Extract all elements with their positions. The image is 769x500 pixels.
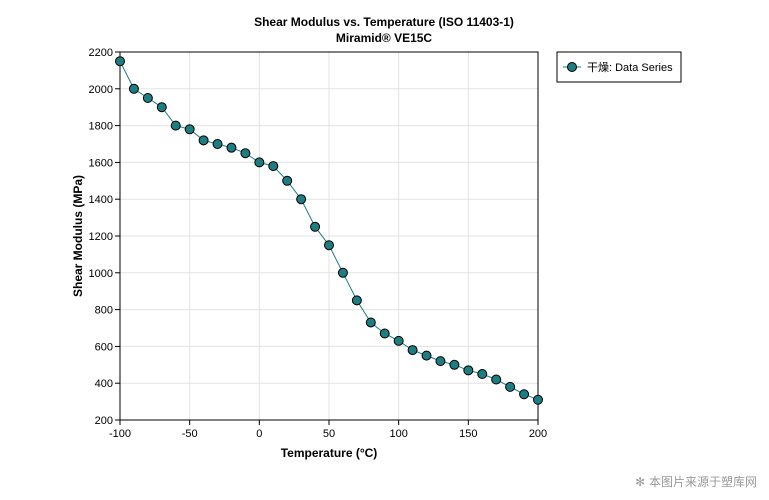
data-point xyxy=(519,389,530,400)
x-tick-label: 100 xyxy=(389,428,407,440)
legend: 干燥: Data Series xyxy=(556,51,682,83)
y-tick-label: 200 xyxy=(95,415,113,427)
watermark-text: 本图片来源于塑库网 xyxy=(648,475,757,489)
data-point xyxy=(491,374,502,385)
y-tick-label: 600 xyxy=(95,341,113,353)
data-point xyxy=(533,394,543,405)
x-tick-label: -50 xyxy=(182,428,198,440)
data-point xyxy=(170,120,181,131)
x-tick-label: 200 xyxy=(529,428,547,440)
y-tick-label: 1800 xyxy=(89,121,113,133)
y-tick-label: 400 xyxy=(95,378,113,390)
data-point xyxy=(226,142,237,153)
data-point xyxy=(463,365,474,376)
y-tick-label: 1200 xyxy=(89,231,113,243)
data-point xyxy=(142,93,153,103)
y-tick-label: 1000 xyxy=(89,268,113,280)
chart-subtitle: Miramid® VE15C xyxy=(336,31,433,45)
data-point xyxy=(212,139,223,149)
data-point xyxy=(296,194,307,205)
data-point xyxy=(115,56,125,67)
data-point xyxy=(254,157,265,168)
data-point xyxy=(379,328,390,339)
data-point xyxy=(240,148,251,159)
data-point xyxy=(268,161,279,172)
asterisk-icon: ✻ xyxy=(635,475,646,489)
data-point xyxy=(421,350,432,361)
data-point xyxy=(477,369,488,379)
x-tick-label: 50 xyxy=(323,428,335,440)
data-point xyxy=(505,381,516,392)
data-point xyxy=(407,345,418,356)
chart-title: Shear Modulus vs. Temperature (ISO 11403… xyxy=(254,15,514,29)
data-point xyxy=(365,317,376,328)
data-point xyxy=(128,83,139,94)
y-tick-label: 2200 xyxy=(89,47,113,59)
y-tick-label: 1600 xyxy=(89,157,113,169)
data-point xyxy=(393,335,404,346)
x-tick-label: -100 xyxy=(109,428,131,440)
data-point xyxy=(449,359,460,370)
legend-entry-label: 干燥: Data Series xyxy=(587,61,673,74)
data-point xyxy=(351,295,362,306)
axis-ticks: -100 -50 0 50 100 150 200 200 400 600 800 1000 1200 1… xyxy=(89,47,548,440)
data-point xyxy=(324,240,334,251)
y-tick-label: 2000 xyxy=(89,84,113,96)
data-point xyxy=(184,124,195,135)
grid xyxy=(120,52,538,420)
x-tick-label: 0 xyxy=(256,428,262,440)
x-axis-title: Temperature (°C) xyxy=(281,446,378,460)
watermark: ✻ 本图片来源于塑库网 xyxy=(635,473,757,490)
data-point xyxy=(282,175,293,186)
data-point xyxy=(337,267,348,278)
y-axis-title: Shear Modulus (MPa) xyxy=(71,175,85,297)
y-tick-label: 1400 xyxy=(89,194,113,206)
data-point xyxy=(310,221,321,232)
legend-marker xyxy=(567,62,577,72)
data-point xyxy=(198,135,209,146)
y-tick-label: 800 xyxy=(95,305,113,317)
data-point xyxy=(156,102,167,113)
series xyxy=(115,56,543,405)
data-point xyxy=(435,356,446,367)
x-tick-label: 150 xyxy=(459,428,477,440)
